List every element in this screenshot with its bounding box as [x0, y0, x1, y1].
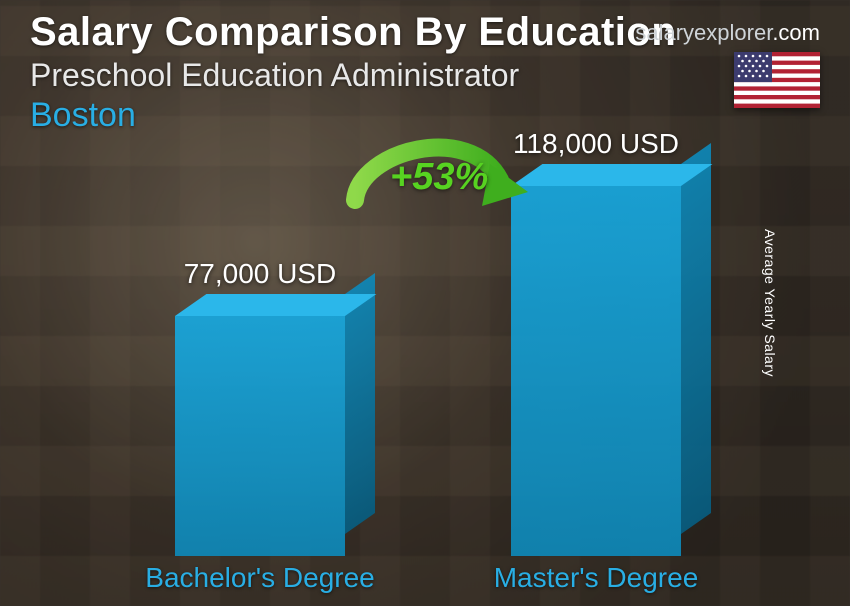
bar-front — [511, 186, 681, 556]
bar-column — [476, 186, 716, 556]
bar-top-face — [175, 294, 376, 316]
site-name: salaryexplorer — [635, 20, 772, 45]
bar — [175, 316, 345, 556]
bar-side-face — [681, 143, 711, 534]
bar-value-label: 77,000 USD — [130, 258, 390, 290]
bar-column — [140, 316, 380, 556]
bar-front — [175, 316, 345, 556]
flag-icon — [734, 52, 820, 108]
site-suffix: .com — [772, 20, 820, 45]
bar-category-label: Bachelor's Degree — [110, 562, 410, 594]
bar-category-label: Master's Degree — [446, 562, 746, 594]
bar — [511, 186, 681, 556]
percentage-increase: +53% — [390, 156, 488, 199]
header-block: Salary Comparison By Education Preschool… — [30, 10, 676, 135]
page-title: Salary Comparison By Education — [30, 10, 676, 55]
bar-top-face — [511, 164, 712, 186]
job-title: Preschool Education Administrator — [30, 57, 676, 94]
site-watermark: salaryexplorer.com — [635, 20, 820, 46]
